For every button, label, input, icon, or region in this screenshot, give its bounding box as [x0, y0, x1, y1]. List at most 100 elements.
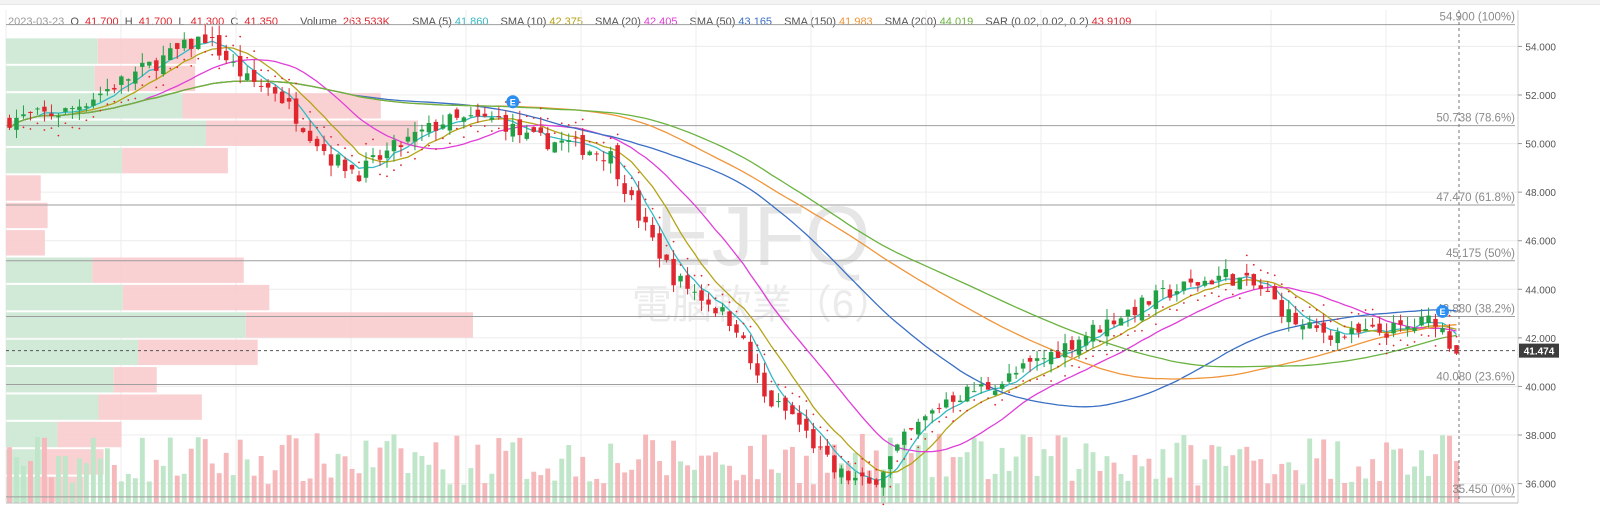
- volume-bar: [510, 442, 516, 503]
- candle-body: [804, 418, 809, 431]
- volume-bar: [1104, 456, 1110, 503]
- candle-body: [42, 106, 47, 112]
- sar-dot: [414, 157, 416, 160]
- last-price-tag: [1519, 343, 1559, 358]
- sar-dot: [945, 416, 948, 418]
- sar-dot: [323, 126, 325, 129]
- candle-body: [573, 137, 578, 139]
- sar-dot: [616, 133, 619, 136]
- candle-body: [1426, 315, 1431, 324]
- candle-body: [105, 89, 110, 92]
- candle-body: [1195, 282, 1201, 286]
- sar-dot: [854, 462, 857, 465]
- candle-body: [1069, 340, 1075, 350]
- volume-profile-up-bar: [6, 284, 123, 311]
- sar-dot: [504, 101, 507, 103]
- candle-body: [1377, 323, 1382, 333]
- volume-profile-up-bar: [6, 257, 93, 283]
- candle-body: [49, 113, 54, 116]
- sar-dot: [407, 151, 409, 154]
- volume-bar: [412, 452, 418, 503]
- volume-bar: [1230, 455, 1236, 503]
- candle-body: [1258, 285, 1264, 289]
- sar-dot: [1252, 263, 1255, 266]
- volume-bar: [789, 446, 795, 503]
- volume-bar: [1293, 470, 1299, 503]
- sar-dot: [497, 127, 500, 130]
- volume-bar: [1111, 462, 1117, 503]
- volume-bar: [643, 434, 649, 503]
- candle-body: [258, 85, 264, 87]
- volume-bar: [489, 473, 495, 503]
- sar-dot: [1231, 293, 1234, 296]
- sar-dot: [1210, 292, 1213, 294]
- sar-dot: [889, 485, 892, 488]
- volume-bar: [971, 437, 977, 503]
- candle-body: [1083, 336, 1089, 346]
- sar-dot: [92, 116, 95, 118]
- sar-dot: [539, 107, 542, 110]
- volume-bar: [125, 473, 131, 503]
- sar-dot: [567, 124, 570, 126]
- sar-dot: [924, 438, 927, 440]
- sar-dot: [1196, 299, 1199, 302]
- sar-dot: [281, 77, 284, 80]
- volume-profile-down-bar: [94, 65, 196, 92]
- volume-bar: [1363, 478, 1369, 503]
- sar-dot: [665, 244, 668, 247]
- volume-bar: [1321, 439, 1327, 503]
- sar-dot: [1413, 340, 1416, 343]
- sar-dot: [113, 100, 116, 103]
- sar-dot: [700, 274, 703, 277]
- volume-bar: [132, 478, 138, 503]
- sar-dot: [1043, 374, 1045, 377]
- volume-bar: [454, 435, 460, 503]
- volume-bar: [873, 450, 879, 503]
- sar-dot: [1106, 353, 1108, 356]
- candle-body: [629, 190, 634, 196]
- last-price-label: 41.474: [1524, 347, 1555, 358]
- volume-bar: [426, 464, 432, 503]
- sar-dot: [22, 126, 25, 129]
- watermark-name: 電腦軟業（6）: [632, 283, 894, 327]
- sar-dot: [840, 455, 843, 458]
- candle-body: [1125, 309, 1131, 317]
- sar-dot: [379, 173, 381, 176]
- candle-body: [300, 128, 306, 133]
- sar-dot: [50, 127, 53, 130]
- sar-dot: [421, 148, 423, 151]
- sar-dot: [218, 67, 221, 70]
- volume-bar: [929, 477, 935, 503]
- sar-dot: [295, 82, 298, 85]
- candle-body: [853, 477, 858, 481]
- volume-bar: [531, 471, 537, 503]
- candle-body: [342, 159, 348, 172]
- sar-dot: [742, 322, 745, 325]
- candle-body: [482, 113, 488, 117]
- candle-body: [706, 299, 711, 305]
- volume-bar: [720, 464, 725, 503]
- sar-dot: [826, 429, 829, 432]
- y-tick-label: 40.000: [1525, 382, 1556, 393]
- sar-dot: [57, 134, 60, 137]
- volume-bar: [195, 437, 201, 503]
- candle-body: [1006, 373, 1012, 382]
- volume-profile-down-bar: [6, 202, 48, 229]
- candle-body: [615, 145, 620, 180]
- candle-body: [916, 421, 921, 435]
- fib-label: 42.880 (38.2%): [1436, 303, 1515, 315]
- volume-bar: [580, 456, 586, 503]
- volume-bar: [824, 472, 830, 503]
- volume-profile-down-bar: [6, 175, 41, 201]
- sar-dot: [1266, 272, 1269, 274]
- sar-dot: [1455, 335, 1458, 338]
- sar-dot: [99, 109, 102, 112]
- volume-bar: [1405, 474, 1411, 503]
- candle-body: [727, 311, 732, 327]
- candle-body: [524, 132, 530, 139]
- volume-bar: [188, 448, 194, 503]
- volume-bar: [608, 443, 614, 503]
- sar-dot: [302, 117, 304, 120]
